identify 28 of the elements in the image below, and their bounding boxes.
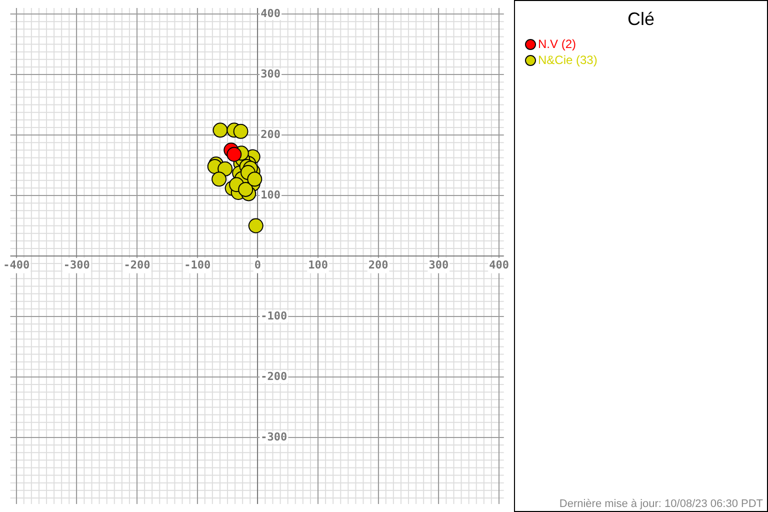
x-tick-label: 0: [254, 258, 261, 272]
y-tick-label: -200: [260, 370, 288, 383]
x-tick-label: -400: [3, 258, 30, 272]
y-tick-label: 400: [260, 6, 281, 20]
legend-label: N&Cie (33): [538, 53, 598, 67]
point: [248, 218, 264, 234]
point: [218, 161, 233, 176]
point: [247, 172, 262, 187]
y-tick-label: 100: [260, 188, 281, 202]
x-tick-label: -200: [124, 258, 150, 272]
y-tick-label: -300: [260, 430, 288, 444]
point: [226, 146, 242, 162]
point: [238, 182, 254, 197]
y-tick-label: 200: [260, 128, 281, 141]
point: [212, 122, 228, 138]
point: [212, 172, 227, 187]
y-tick-label: 300: [260, 67, 281, 80]
legend-title: Clé: [626, 9, 656, 30]
legend-label: N.V (2): [538, 37, 576, 51]
x-tick-label: 400: [489, 258, 509, 272]
y-tick-label: -100: [260, 309, 288, 322]
text: Dernière mise à jour: 10/08/23 06:30 PDT: [559, 498, 763, 510]
x-tick-label: 200: [368, 258, 388, 272]
point: [233, 124, 248, 139]
x-tick-label: 300: [428, 258, 449, 272]
x-tick-label: -100: [184, 258, 211, 272]
x-tick-label: 100: [308, 258, 328, 272]
x-tick-label: -300: [63, 258, 90, 272]
